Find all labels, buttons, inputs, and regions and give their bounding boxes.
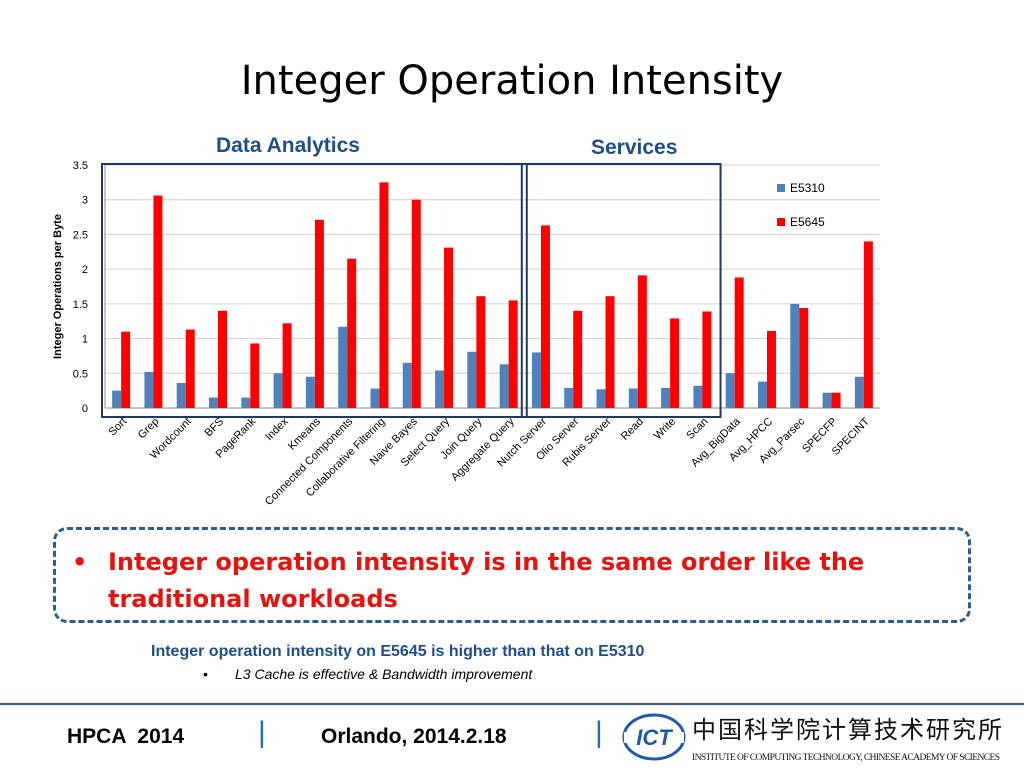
bar-e5310 [144, 371, 154, 408]
bar-e5310 [822, 392, 832, 408]
legend-label: E5310 [790, 181, 825, 195]
group-label-data-analytics: Data Analytics [216, 134, 360, 157]
bar-e5645 [831, 392, 841, 408]
ict-logo: ICT 中国科学院计算技术研究所 INSTITUTE OF COMPUTING … [622, 713, 1002, 763]
footer-separator-right: | [595, 716, 603, 749]
bar-e5645 [153, 195, 163, 408]
bar-e5645 [411, 199, 421, 408]
bar-chart: 0 0.5 1 1.5 2 2.5 3 3.5 Integer Operations per B… [52, 160, 880, 508]
bullet-box: • Integer operation intensity is in the … [53, 527, 971, 623]
x-tick-label: Sort [107, 416, 130, 439]
x-tick-label: Write [652, 416, 678, 442]
bullet-text: Integer operation intensity is in the sa… [108, 548, 865, 613]
logo-chinese-name: 中国科学院计算技术研究所 [692, 716, 1002, 744]
footer-location-date: Orlando, 2014.2.18 [321, 725, 507, 748]
legend-swatch [777, 184, 785, 192]
bar-e5310 [305, 376, 315, 408]
logo-band [624, 732, 684, 743]
bar-e5310 [338, 326, 348, 408]
bullet-point: • Integer operation intensity is in the … [72, 544, 942, 618]
bar-e5310 [661, 387, 671, 408]
y-tick-label: 0 [82, 403, 88, 415]
bar-e5310 [402, 362, 412, 408]
x-tick-label: Index [263, 415, 291, 443]
bar-e5645 [863, 241, 873, 408]
bar-e5645 [250, 343, 260, 408]
bar-e5310 [628, 388, 638, 408]
bar-e5310 [435, 370, 445, 408]
bar-e5310 [564, 387, 574, 408]
logo-english-name: INSTITUTE OF COMPUTING TECHNOLOGY, CHINE… [692, 753, 1000, 763]
bar-e5310 [693, 385, 703, 408]
y-tick-label: 2.5 [73, 229, 88, 241]
bar-e5645 [218, 310, 228, 408]
bar-e5310 [790, 303, 800, 408]
legend-label: E5645 [790, 215, 825, 229]
x-tick-label: BFS [203, 416, 227, 440]
bar-e5645 [637, 275, 647, 408]
group-box [520, 163, 722, 418]
bar-e5645 [444, 247, 454, 408]
x-tick-label: Scan [684, 416, 710, 442]
bar-e5310 [112, 390, 122, 408]
group-label-services: Services [591, 136, 678, 159]
bar-e5645 [540, 225, 550, 408]
bar-e5310 [209, 397, 219, 408]
x-tick-label: Grep [136, 416, 162, 442]
x-tick-label: Read [619, 416, 646, 443]
y-tick-label: 3 [82, 195, 88, 207]
y-tick-label: 3.5 [73, 160, 88, 172]
subnote-bullet-icon: • [203, 666, 208, 682]
subnote: • L3 Cache is effective & Bandwidth impr… [203, 666, 532, 682]
logo-ict-text: ICT [636, 725, 673, 750]
bar-e5645 [314, 219, 324, 408]
bar-e5645 [670, 318, 680, 408]
bar-e5310 [241, 397, 251, 408]
footer-conference: HPCA 2014 [67, 725, 185, 748]
bar-e5645 [734, 277, 744, 408]
y-axis-label: Integer Operations per Byte [52, 214, 64, 359]
footer-divider [0, 703, 1024, 705]
bar-e5645 [476, 296, 486, 408]
bar-e5310 [467, 351, 477, 408]
footer-separator-left: | [258, 716, 266, 749]
bar-e5310 [176, 383, 186, 408]
bar-e5310 [499, 364, 509, 408]
bullet-icon: • [72, 548, 88, 576]
bar-e5310 [757, 381, 767, 408]
bar-e5645 [282, 323, 292, 408]
y-tick-label: 1.5 [73, 299, 88, 311]
slide-title: Integer Operation Intensity [240, 58, 784, 104]
y-tick-label: 2 [82, 264, 88, 276]
bar-e5645 [799, 308, 809, 408]
bar-e5645 [379, 182, 389, 408]
bar-e5310 [531, 352, 541, 408]
bar-e5645 [702, 311, 712, 408]
bar-e5310 [596, 389, 606, 408]
group-box [101, 163, 528, 418]
bar-e5645 [121, 331, 131, 408]
subnote-text: L3 Cache is effective & Bandwidth improv… [235, 666, 533, 682]
bar-e5310 [854, 376, 864, 408]
y-tick-label: 1 [82, 334, 88, 346]
bar-e5310 [370, 388, 380, 408]
y-tick-label: 0.5 [73, 368, 88, 380]
bar-e5310 [725, 373, 735, 408]
bar-e5645 [573, 310, 583, 408]
bar-e5310 [273, 373, 283, 408]
bar-e5645 [508, 300, 518, 408]
bar-e5645 [347, 258, 357, 408]
bar-e5645 [766, 330, 776, 408]
legend-swatch [777, 218, 785, 226]
bar-e5645 [185, 329, 195, 408]
note-text: Integer operation intensity on E5645 is … [151, 643, 645, 660]
bar-e5645 [605, 296, 615, 408]
